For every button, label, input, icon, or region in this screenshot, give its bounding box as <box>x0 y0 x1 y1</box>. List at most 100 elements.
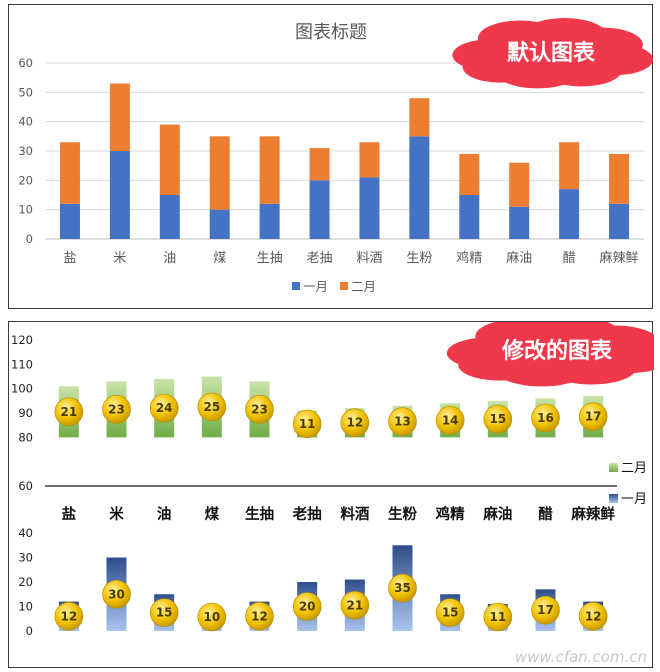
bar-feb <box>59 142 80 204</box>
bar-feb <box>109 83 130 151</box>
x-tick-label: 老抽 <box>307 251 333 266</box>
bar-feb <box>259 136 280 204</box>
bubble-jan <box>292 592 322 621</box>
x-tick-label: 米 <box>113 251 126 266</box>
data-label-jan: 21 <box>346 598 363 612</box>
bar-feb <box>209 136 230 210</box>
bubble-feb <box>197 392 227 422</box>
bar-jan <box>209 209 230 239</box>
legend-swatch <box>340 282 348 290</box>
default-chart-cloud: 默认图表 <box>452 18 653 89</box>
data-label-feb: 21 <box>60 405 77 419</box>
bar-jan <box>159 195 180 239</box>
x-tick-label: 生粉 <box>388 505 417 523</box>
bubble-jan <box>578 601 608 631</box>
legend-swatch <box>609 494 618 503</box>
bar-jan <box>309 180 330 239</box>
bar-jan <box>359 177 380 239</box>
x-tick-label: 生粉 <box>406 251 432 266</box>
legend-label: 一月 <box>303 279 328 294</box>
data-label-jan: 15 <box>442 606 459 620</box>
bar-jan <box>609 203 630 239</box>
y-tick-label: 30 <box>18 144 33 158</box>
x-tick-label: 盐 <box>62 505 77 523</box>
legend-swatch <box>609 463 618 472</box>
x-tick-label: 老抽 <box>292 505 322 523</box>
bubble-jan <box>102 579 131 609</box>
bubble-jan <box>340 590 370 620</box>
y-tick-label: 60 <box>18 56 33 70</box>
x-tick-label: 生抽 <box>257 251 283 266</box>
data-label-feb: 16 <box>537 411 554 425</box>
modified-chart-panel: 0 10 20 30 40 60 80 90 100 110 120 21 盐 12 23 米 30 24 油 15 2… <box>8 321 654 668</box>
data-label-jan: 12 <box>251 609 268 623</box>
data-label-jan: 17 <box>537 603 554 617</box>
y-tick-label: 20 <box>18 173 33 187</box>
bar-jan <box>59 203 80 239</box>
data-label-jan: 11 <box>489 610 506 624</box>
data-label-feb: 13 <box>394 415 411 429</box>
x-tick-label: 麻油 <box>482 505 512 523</box>
legend-label: 二月 <box>351 279 376 294</box>
x-tick-label: 鸡精 <box>435 505 465 523</box>
cloud-label: 修改的图表 <box>501 338 613 364</box>
bar-feb <box>359 142 380 178</box>
cloud-puff <box>490 325 624 375</box>
bar-feb <box>459 153 480 195</box>
modified-chart-cloud: 修改的图表 <box>446 322 654 387</box>
data-label-jan: 35 <box>394 581 411 595</box>
data-label-feb: 12 <box>346 416 363 430</box>
data-label-feb: 17 <box>585 410 602 424</box>
bubble-feb <box>149 393 179 423</box>
data-label-feb: 25 <box>203 400 220 414</box>
bubble-jan <box>388 573 417 603</box>
y-tick-label: 10 <box>18 600 33 614</box>
bar-feb <box>509 162 530 207</box>
bubble-jan <box>197 602 227 632</box>
modified-chart: 0 10 20 30 40 60 80 90 100 110 120 21 盐 12 23 米 30 24 油 15 2… <box>11 322 654 666</box>
y-tick-label: 40 <box>18 115 33 129</box>
bubble-feb <box>578 402 608 431</box>
x-tick-label: 麻油 <box>506 251 532 266</box>
bar-jan <box>559 189 580 239</box>
bubble-feb <box>483 404 513 434</box>
y-tick-label: 120 <box>11 333 33 347</box>
y-tick-label: 30 <box>18 551 33 565</box>
legend-label: 一月 <box>621 492 647 507</box>
bubble-feb <box>340 408 370 438</box>
x-tick-label: 米 <box>109 505 124 523</box>
bubble-feb <box>531 403 560 433</box>
watermark: www.cfan.com.cn <box>515 648 647 666</box>
bubble-feb <box>54 397 84 427</box>
x-tick-label: 油 <box>163 251 176 266</box>
x-tick-label: 麻辣鲜 <box>570 505 615 523</box>
data-label-feb: 23 <box>251 402 268 416</box>
data-label-jan: 12 <box>585 609 602 623</box>
bar-jan <box>459 195 480 239</box>
data-label-jan: 10 <box>203 610 220 624</box>
bar-jan <box>409 136 430 239</box>
y-tick-label: 10 <box>18 203 33 217</box>
y-tick-label: 40 <box>18 526 33 540</box>
bubble-jan <box>149 598 179 627</box>
x-tick-label: 油 <box>157 505 172 523</box>
y-tick-label: 80 <box>18 430 33 444</box>
x-tick-label: 生抽 <box>245 505 274 523</box>
bar-feb <box>559 142 580 190</box>
default-chart-panel: 图表标题 0 10 20 30 40 50 60 盐 米 油 煤 生抽 老抽 料酒 生粉 鸡精 麻油 醋 麻辣鲜 一月 二… <box>8 4 653 309</box>
bubble-jan <box>435 598 465 627</box>
x-tick-label: 麻辣鲜 <box>600 251 639 266</box>
x-tick-label: 鸡精 <box>456 250 482 266</box>
data-label-jan: 30 <box>108 587 125 601</box>
bar-jan <box>509 206 530 239</box>
data-label-jan: 20 <box>299 600 316 614</box>
bubble-jan <box>54 601 84 631</box>
y-tick-label: 50 <box>18 85 33 99</box>
legend: 一月 二月 <box>292 279 376 294</box>
y-tick-label: 0 <box>26 232 33 246</box>
legend-swatch <box>292 282 300 290</box>
bubble-jan <box>483 602 513 632</box>
bubble-feb <box>388 407 417 436</box>
bar-feb <box>609 153 630 204</box>
